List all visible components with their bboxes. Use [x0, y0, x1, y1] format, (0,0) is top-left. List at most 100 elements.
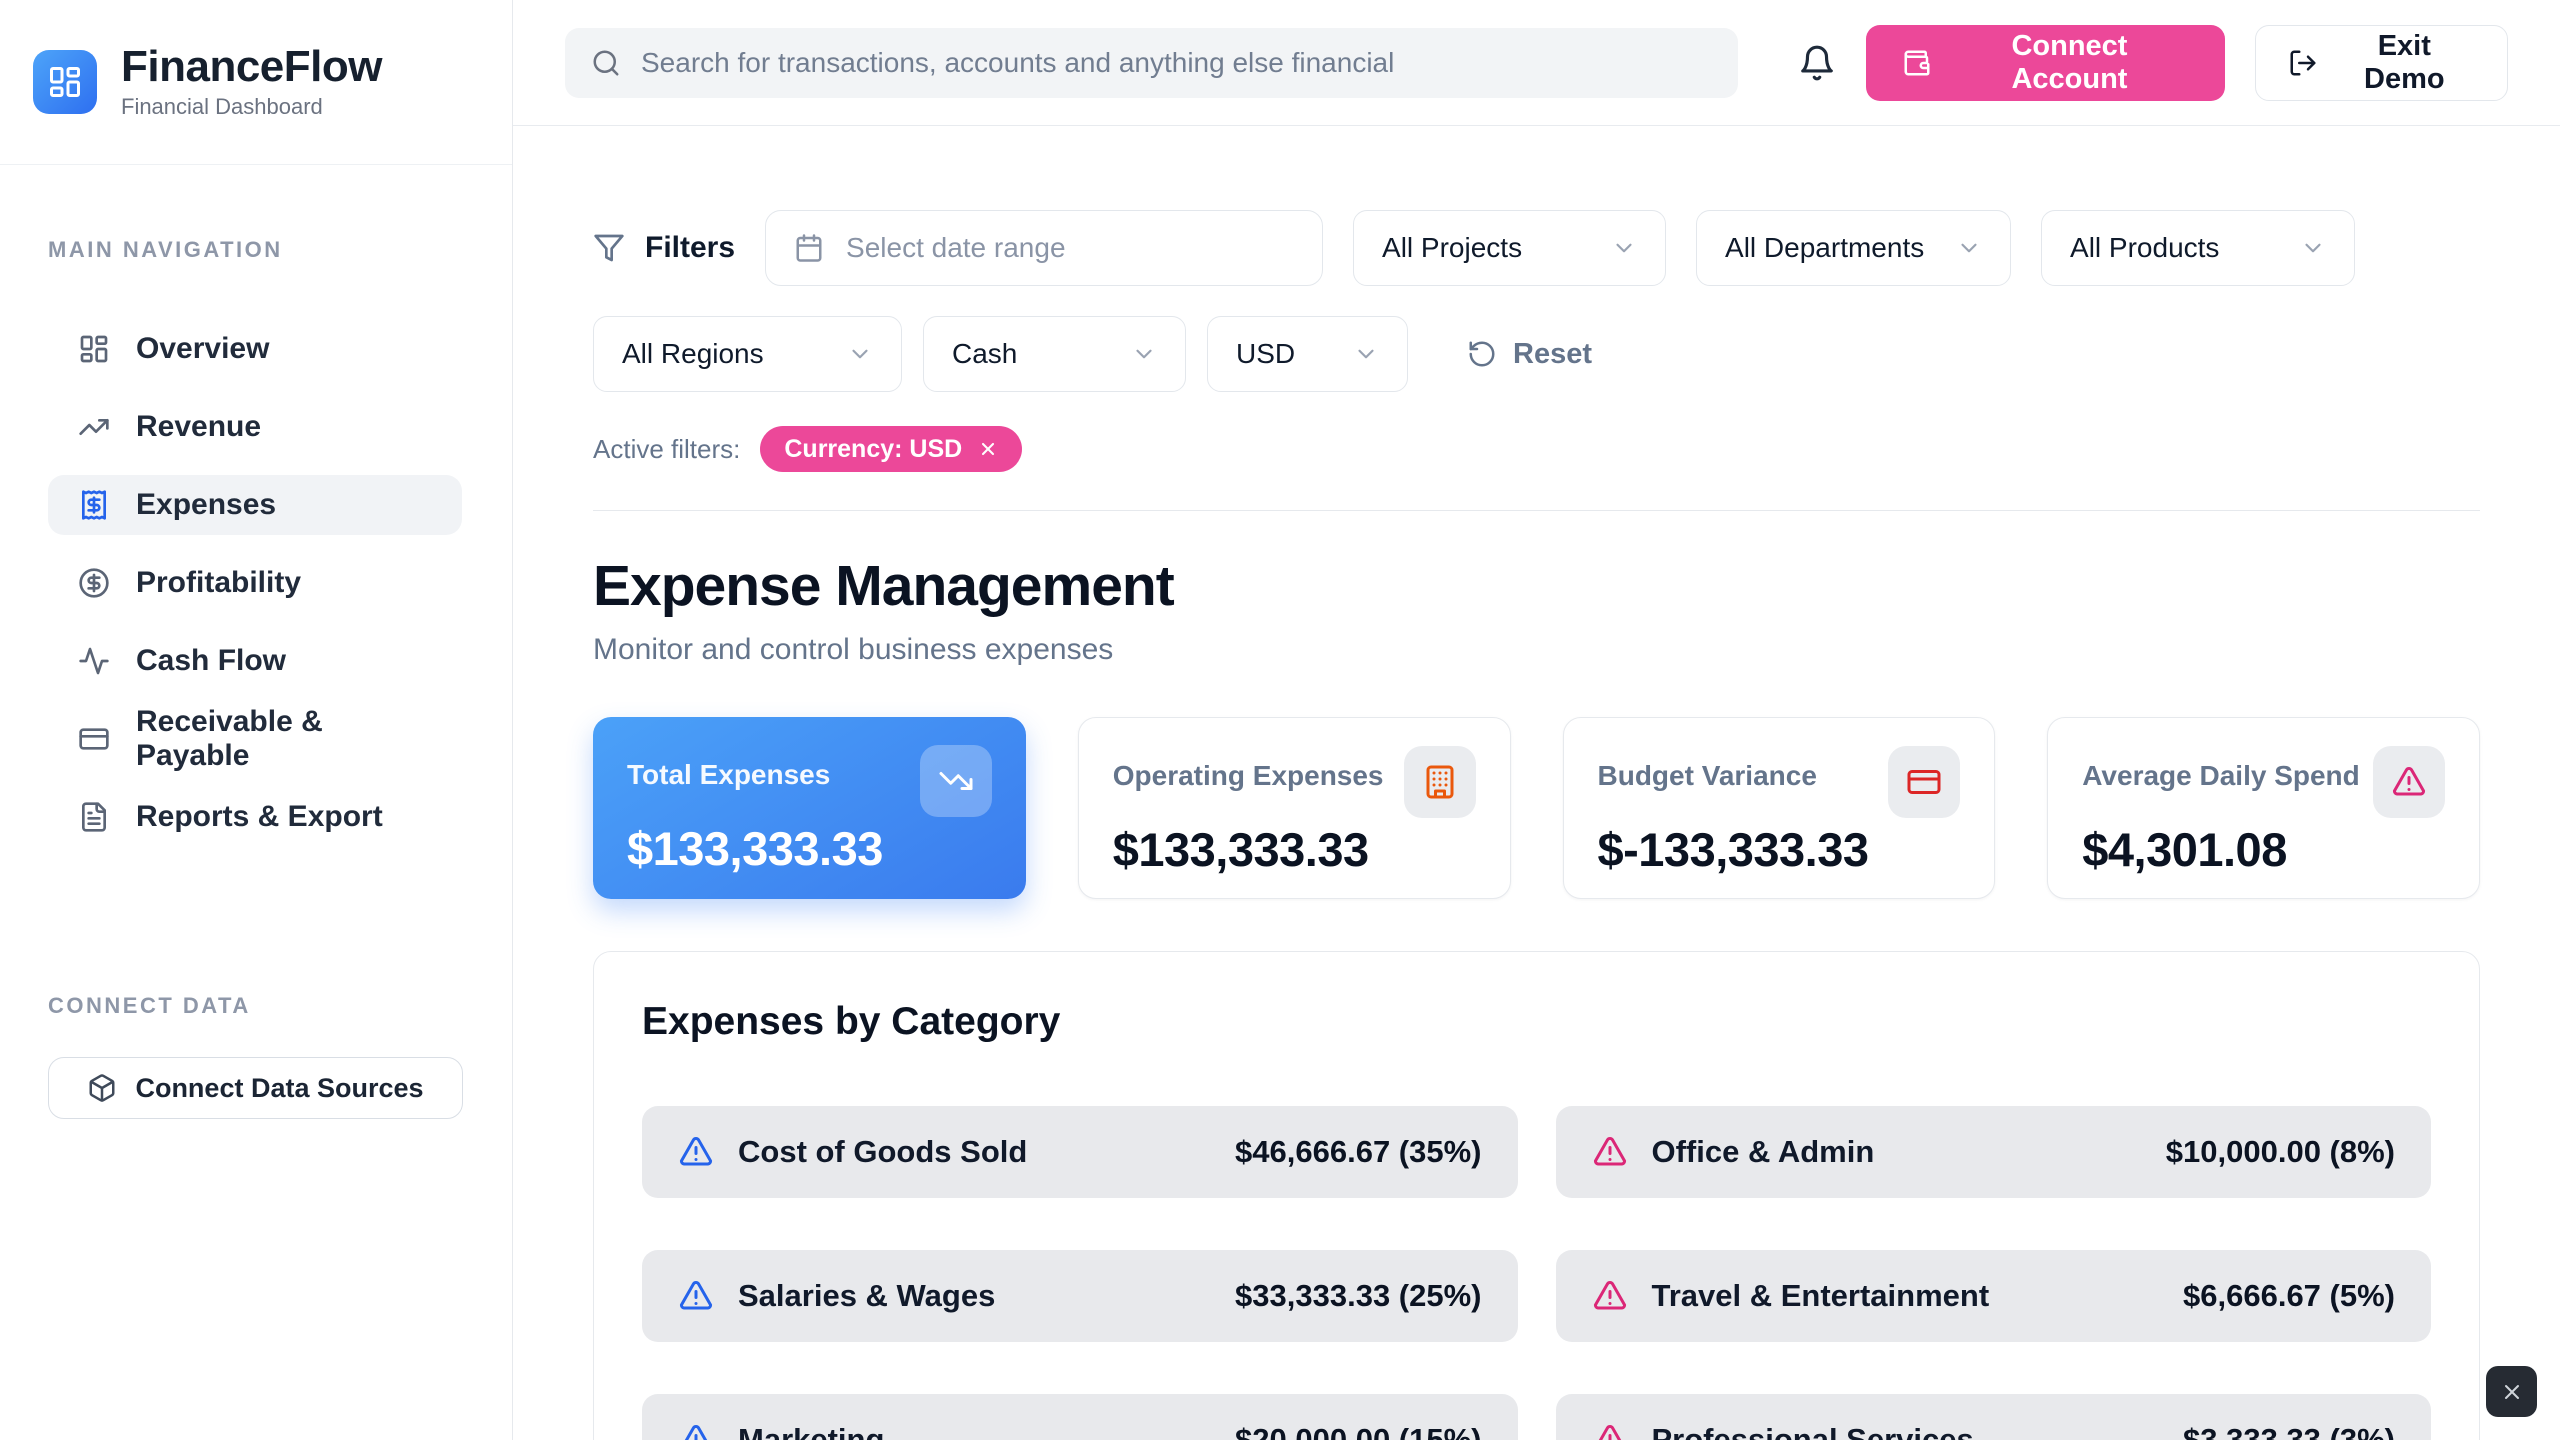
sidebar-item-label: Profitability: [136, 566, 302, 599]
filters-caption: Filters: [593, 231, 735, 265]
category-name: Travel & Entertainment: [1651, 1278, 1990, 1313]
category-row-professional-services: Professional Services $3,333.33 (3%): [1555, 1394, 2431, 1440]
active-filter-chip-label: Currency: USD: [784, 434, 963, 463]
exit-demo-button[interactable]: Exit Demo: [2254, 24, 2508, 101]
category-name: Professional Services: [1651, 1422, 1974, 1440]
alert-triangle-icon: [1592, 1278, 1628, 1314]
sidebar-item-profitability[interactable]: Profitability: [48, 553, 462, 613]
category-value: $33,333.33 (25%): [1235, 1278, 1482, 1313]
alert-triangle-icon: [1592, 1134, 1628, 1170]
topbar: Connect Account Exit Demo: [513, 0, 2560, 126]
notifications-button[interactable]: [1798, 44, 1836, 82]
sidebar-item-label: Receivable & Payable: [136, 705, 323, 772]
chevron-down-icon: [2282, 235, 2326, 261]
sidebar-item-label: Expenses: [136, 488, 277, 521]
exit-demo-label: Exit Demo: [2364, 29, 2445, 95]
stat-card-average-daily-spend: Average Daily Spend $4,301.08: [2047, 717, 2480, 899]
sidebar-item-label: Overview: [136, 332, 270, 365]
activity-icon: [78, 645, 110, 677]
sidebar-item-cash-flow[interactable]: Cash Flow: [48, 631, 462, 691]
accounting-basis-value: Cash: [952, 338, 1018, 369]
trending-up-icon: [78, 411, 110, 443]
alert-triangle-icon: [678, 1278, 714, 1314]
category-name: Marketing: [738, 1422, 885, 1440]
brand: FinanceFlow Financial Dashboard: [0, 0, 512, 165]
sidebar-item-expenses[interactable]: Expenses: [48, 475, 462, 535]
sidebar-item-revenue[interactable]: Revenue: [48, 397, 462, 457]
category-value: $20,000.00 (15%): [1235, 1422, 1482, 1440]
chevron-down-icon: [1113, 341, 1157, 367]
stats-row: Total Expenses $133,333.33 Operating Exp…: [593, 717, 2480, 899]
alert-triangle-icon: [1592, 1422, 1628, 1440]
connect-account-label: Connect Account: [2011, 29, 2128, 95]
dashboard-grid-icon: [47, 64, 83, 100]
panel-title: Expenses by Category: [642, 1000, 1061, 1043]
date-range-field[interactable]: [844, 231, 1295, 265]
sidebar-item-reports-export[interactable]: Reports & Export: [48, 787, 462, 847]
category-row-salaries-wages: Salaries & Wages $33,333.33 (25%): [642, 1250, 1518, 1342]
building-icon: [1403, 746, 1476, 818]
sidebar-item-label: Revenue: [136, 410, 262, 443]
page-subtitle: Monitor and control business expenses: [593, 633, 1114, 666]
reset-label: Reset: [1513, 337, 1592, 370]
filters-label: Filters: [645, 231, 736, 264]
alert-triangle-icon: [2373, 746, 2445, 818]
connect-data-section-title: CONNECT DATA: [48, 993, 251, 1018]
floating-close-button[interactable]: [2486, 1366, 2537, 1417]
reset-filters-button[interactable]: Reset: [1461, 337, 1598, 372]
main-area: Connect Account Exit Demo Filters: [513, 0, 2560, 1440]
connect-data-sources-button[interactable]: Connect Data Sources: [48, 1057, 463, 1119]
category-name: Cost of Goods Sold: [738, 1134, 1028, 1169]
stat-label: Budget Variance: [1597, 760, 1817, 791]
nav-section-title: MAIN NAVIGATION: [48, 237, 283, 262]
category-name: Office & Admin: [1651, 1134, 1875, 1169]
calendar-icon: [794, 233, 824, 263]
currency-dropdown[interactable]: USD: [1207, 316, 1408, 392]
active-filters-label: Active filters:: [593, 433, 741, 464]
departments-dropdown[interactable]: All Departments: [1696, 210, 2012, 286]
sidebar-item-receivable-payable[interactable]: Receivable & Payable: [48, 705, 462, 772]
alert-triangle-icon: [678, 1422, 714, 1440]
search-box: [565, 27, 1739, 98]
sidebar-item-overview[interactable]: Overview: [48, 319, 462, 379]
date-range-input[interactable]: [765, 210, 1324, 286]
category-value: $6,666.67 (5%): [2183, 1278, 2395, 1313]
filters-row-2: All Regions Cash USD Reset: [593, 316, 2480, 392]
content: Filters All Projects All Departments: [513, 126, 2560, 1440]
category-value: $3,333.33 (3%): [2183, 1422, 2395, 1440]
sidebar-item-label: Reports & Export: [136, 800, 383, 833]
funnel-icon: [593, 232, 625, 264]
stat-card-operating-expenses: Operating Expenses $133,333.33: [1077, 717, 1511, 899]
products-dropdown[interactable]: All Products: [2041, 210, 2356, 286]
regions-dropdown-value: All Regions: [622, 338, 764, 369]
departments-dropdown-value: All Departments: [1725, 232, 1925, 263]
category-value: $10,000.00 (8%): [2165, 1134, 2395, 1169]
active-filter-chip[interactable]: Currency: USD: [760, 426, 1023, 472]
chevron-down-icon: [829, 341, 873, 367]
currency-dropdown-value: USD: [1236, 338, 1296, 369]
stat-label: Operating Expenses: [1112, 760, 1384, 791]
wallet-icon: [1902, 48, 1932, 78]
connect-account-button[interactable]: Connect Account: [1866, 24, 2225, 101]
chevron-down-icon: [1593, 235, 1637, 261]
search-input[interactable]: [639, 45, 1713, 80]
accounting-basis-dropdown[interactable]: Cash: [923, 316, 1186, 392]
search-icon: [591, 48, 621, 78]
app-tagline: Financial Dashboard: [121, 94, 323, 120]
projects-dropdown-value: All Projects: [1382, 232, 1523, 263]
chevron-down-icon: [1335, 341, 1379, 367]
category-grid: Cost of Goods Sold $46,666.67 (35%) Offi…: [642, 1106, 2431, 1440]
trending-down-icon: [919, 745, 992, 817]
active-filters-row: Active filters: Currency: USD: [593, 426, 2480, 472]
stat-card-total-expenses: Total Expenses $133,333.33: [593, 717, 1026, 899]
projects-dropdown[interactable]: All Projects: [1353, 210, 1667, 286]
stat-value: $-133,333.33: [1597, 823, 1870, 876]
close-icon[interactable]: [978, 439, 998, 459]
connect-data-sources-label: Connect Data Sources: [135, 1072, 424, 1103]
regions-dropdown[interactable]: All Regions: [593, 316, 902, 392]
stat-label: Average Daily Spend: [2082, 760, 2360, 791]
credit-card-icon: [1888, 746, 1961, 818]
rotate-ccw-icon: [1467, 339, 1497, 369]
category-row-marketing: Marketing $20,000.00 (15%): [642, 1394, 1518, 1440]
filters-row-1: Filters All Projects All Departments: [593, 210, 2480, 286]
